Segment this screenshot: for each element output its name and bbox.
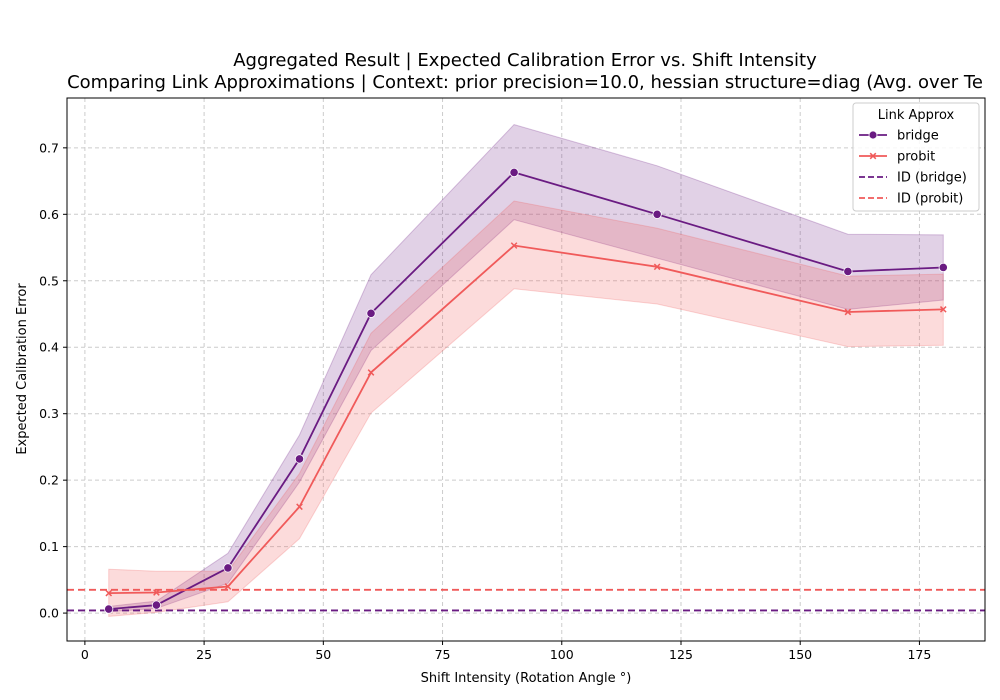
bridge-point: [938, 262, 948, 273]
y-tick-label: 0.6: [39, 207, 59, 222]
probit-point-stroke: [224, 583, 232, 590]
y-axis-ticks: 0.0 0.1 0.2 0.3 0.4 0.5 0.6 0.7: [39, 140, 67, 621]
x-tick-label: 175: [907, 647, 931, 662]
probit-point: [105, 589, 113, 597]
probit-confidence-band: [108, 200, 944, 617]
legend-probit-marker: [869, 152, 877, 160]
bridge-point: [104, 604, 114, 614]
x-axis-ticks: 0 25 50 75 100 125 150 175: [81, 641, 931, 662]
probit-point-stroke: [367, 369, 375, 376]
x-tick-label: 50: [315, 647, 331, 662]
legend-bridge-label: bridge: [897, 129, 939, 144]
probit-point: [224, 583, 232, 590]
probit-point-stroke: [510, 242, 518, 249]
legend-probit-label: probit: [897, 150, 935, 165]
probit-point-stroke: [653, 263, 661, 271]
probit-point: [296, 503, 303, 511]
probit-point: [367, 369, 375, 376]
bridge-point: [151, 600, 162, 610]
legend-title: Link Approx: [878, 108, 955, 123]
y-tick-label: 0.1: [39, 539, 59, 554]
confidence-bands: [108, 124, 944, 617]
x-tick-label: 25: [196, 647, 212, 662]
probit-point-stroke: [105, 589, 113, 597]
probit-point-stroke: [844, 308, 852, 316]
probit-point-stroke: [153, 589, 160, 596]
x-tick-label: 0: [81, 647, 89, 662]
legend-box: [852, 102, 980, 212]
probit-point-stroke: [296, 503, 303, 511]
bridge-confidence-band: [108, 124, 944, 613]
bridge-point: [366, 308, 376, 318]
x-tick-label: 150: [788, 647, 812, 662]
x-tick-label: 100: [550, 647, 574, 662]
chart-subtitle: Comparing Link Approximations | Context:…: [67, 72, 983, 93]
reference-lines: [67, 588, 985, 612]
series-markers: [104, 167, 948, 614]
probit-point: [844, 308, 852, 316]
probit-point: [939, 306, 947, 313]
y-tick-label: 0.2: [39, 473, 59, 488]
legend-bridge-marker: [868, 130, 878, 140]
bridge-point: [223, 563, 233, 573]
grid: [67, 98, 985, 641]
x-tick-label: 125: [669, 647, 693, 662]
y-tick-label: 0.4: [39, 340, 59, 355]
legend: Link Approx bridge probit ID (bridge) ID (p…: [852, 102, 980, 212]
probit-point: [510, 242, 518, 249]
y-tick-label: 0.5: [39, 273, 59, 288]
y-tick-label: 0.0: [39, 606, 59, 621]
probit-point-stroke: [939, 306, 947, 313]
probit-point: [153, 589, 160, 596]
bridge-point: [294, 454, 305, 464]
plot-frame: [66, 97, 986, 642]
bridge-point: [652, 209, 662, 219]
legend-id-probit-label: ID (probit): [897, 192, 963, 207]
y-axis-label: Expected Calibration Error: [15, 283, 30, 455]
y-tick-label: 0.3: [39, 406, 59, 421]
probit-point: [653, 263, 661, 271]
bridge-point: [509, 167, 519, 178]
x-tick-label: 75: [435, 647, 451, 662]
legend-marker-stroke: [869, 152, 877, 160]
y-tick-label: 0.7: [39, 140, 59, 155]
x-axis-label: Shift Intensity (Rotation Angle °): [421, 671, 632, 686]
legend-id-bridge-label: ID (bridge): [897, 171, 967, 186]
bridge-point: [843, 266, 853, 277]
chart-title: Aggregated Result | Expected Calibration…: [233, 50, 817, 71]
